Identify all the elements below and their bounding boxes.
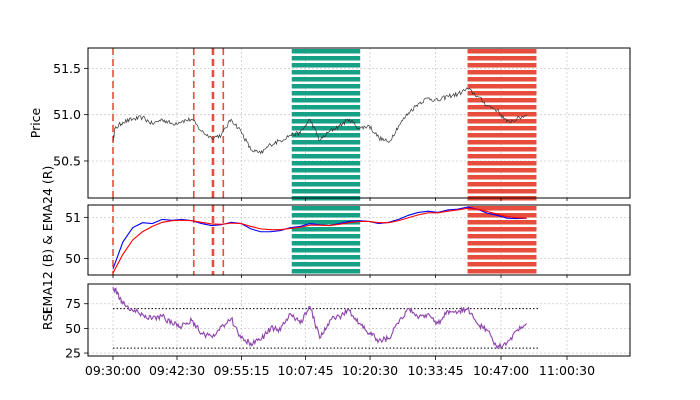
sell-zone-band	[467, 168, 537, 173]
x-tick-label: 11:00:30	[539, 363, 595, 378]
buy-zone-band	[291, 234, 361, 239]
buy-zone-band	[291, 189, 361, 194]
buy-zone-band	[291, 154, 361, 159]
buy-zone-band	[291, 168, 361, 173]
sell-zone-band	[467, 133, 537, 138]
y-tick-label: 25	[65, 346, 81, 361]
sell-zone-band	[467, 220, 537, 225]
sell-zone-band	[467, 147, 537, 152]
y-tick-label: 50.5	[53, 153, 81, 168]
buy-zone-band	[291, 49, 361, 54]
sell-zone-band	[467, 227, 537, 232]
sell-zone-band	[467, 98, 537, 103]
x-tick-label: 10:33:45	[407, 363, 463, 378]
buy-zone-band	[291, 220, 361, 225]
sell-zone-band	[467, 189, 537, 194]
price-axes-frame	[87, 47, 631, 199]
ema-series	[112, 206, 527, 274]
buy-zone-band	[291, 112, 361, 117]
x-tick-label: 10:07:45	[277, 363, 333, 378]
sell-zone-band	[467, 77, 537, 82]
price-y-ticks: 50.5 51.0 51.5	[53, 61, 88, 168]
sell-zone-band	[467, 56, 537, 61]
sell-zone-band	[467, 84, 537, 89]
buy-zone-band	[291, 126, 361, 131]
x-tick-label: 09:30:00	[85, 363, 141, 378]
sell-zone-band	[467, 126, 537, 131]
y-tick-label: 51.5	[53, 61, 81, 76]
buy-zone-band	[291, 56, 361, 61]
ema-panel: 50 51 EMA12 (B) & EMA24 (R)	[40, 166, 631, 315]
x-tick-label: 09:42:30	[149, 363, 205, 378]
y-tick-label: 50	[65, 251, 81, 266]
x-tick-label: 09:55:15	[213, 363, 269, 378]
buy-zone-band	[291, 248, 361, 253]
ema-y-ticks: 50 51	[65, 210, 88, 266]
price-series	[112, 87, 527, 155]
buy-zone-band	[291, 91, 361, 96]
rsi-axes-frame	[87, 283, 631, 357]
sell-zone-band	[467, 140, 537, 145]
sell-zone-band	[467, 175, 537, 180]
rsi-series-line-0	[112, 286, 528, 350]
sell-zone-band	[467, 63, 537, 68]
ema-ylabel: EMA12 (B) & EMA24 (R)	[40, 166, 55, 315]
buy-zone-band	[291, 161, 361, 166]
sell-zone-band	[467, 241, 537, 246]
rsi-series	[112, 286, 528, 350]
rsi-grid	[88, 284, 630, 356]
buy-zone-band	[291, 63, 361, 68]
price-panel: 50.5 51.0 51.5 Price	[28, 47, 631, 201]
buy-zone-band	[291, 206, 361, 211]
sell-zone-band	[467, 70, 537, 75]
sell-zone-band	[467, 49, 537, 54]
buy-zone-band	[291, 119, 361, 124]
buy-zone-band	[291, 175, 361, 180]
price-ylabel: Price	[28, 107, 43, 138]
buy-zone-band	[291, 255, 361, 260]
buy-zone-band	[291, 70, 361, 75]
sell-zone-band	[467, 182, 537, 187]
sell-zone-band	[467, 105, 537, 110]
rsi-ylabel: RSI	[40, 310, 55, 330]
ema-series-line-1	[112, 207, 527, 274]
x-axis-ticks: 09:30:00 09:42:30 09:55:15 10:07:45 10:20:30…	[85, 198, 595, 378]
buy-zone-band	[291, 77, 361, 82]
buy-zone-band	[291, 269, 361, 274]
sell-zone-band	[467, 262, 537, 267]
x-tick-label: 10:20:30	[342, 363, 398, 378]
buy-zone-band	[291, 147, 361, 152]
buy-zone-band	[291, 262, 361, 267]
y-tick-label: 50	[65, 321, 81, 336]
sell-zone-band	[467, 161, 537, 166]
rsi-levels	[113, 308, 540, 349]
buy-zone-band	[291, 98, 361, 103]
sell-zone-band	[467, 119, 537, 124]
price-series-line-0	[112, 87, 527, 155]
buy-zone-band	[291, 140, 361, 145]
buy-zone-band	[291, 241, 361, 246]
buy-zone-band	[291, 105, 361, 110]
ema-signal-zones	[112, 205, 537, 275]
buy-zone-band	[291, 84, 361, 89]
y-tick-label: 51	[65, 210, 81, 225]
sell-zone-band	[467, 206, 537, 211]
sell-zone-band	[467, 91, 537, 96]
sell-zone-band	[467, 255, 537, 260]
x-tick-label: 10:47:00	[473, 363, 529, 378]
rsi-y-ticks: 25 50 75	[65, 296, 88, 361]
buy-zone-band	[291, 213, 361, 218]
sell-zone-band	[467, 269, 537, 274]
sell-zone-band	[467, 248, 537, 253]
buy-zone-band	[291, 182, 361, 187]
buy-zone-band	[291, 227, 361, 232]
sell-zone-band	[467, 112, 537, 117]
ema-axes-frame	[87, 204, 631, 276]
y-tick-label: 75	[65, 296, 81, 311]
rsi-panel: 25 50 75 RSI	[40, 283, 631, 361]
y-tick-label: 51.0	[53, 107, 81, 122]
sell-zone-band	[467, 154, 537, 159]
sell-zone-band	[467, 234, 537, 239]
